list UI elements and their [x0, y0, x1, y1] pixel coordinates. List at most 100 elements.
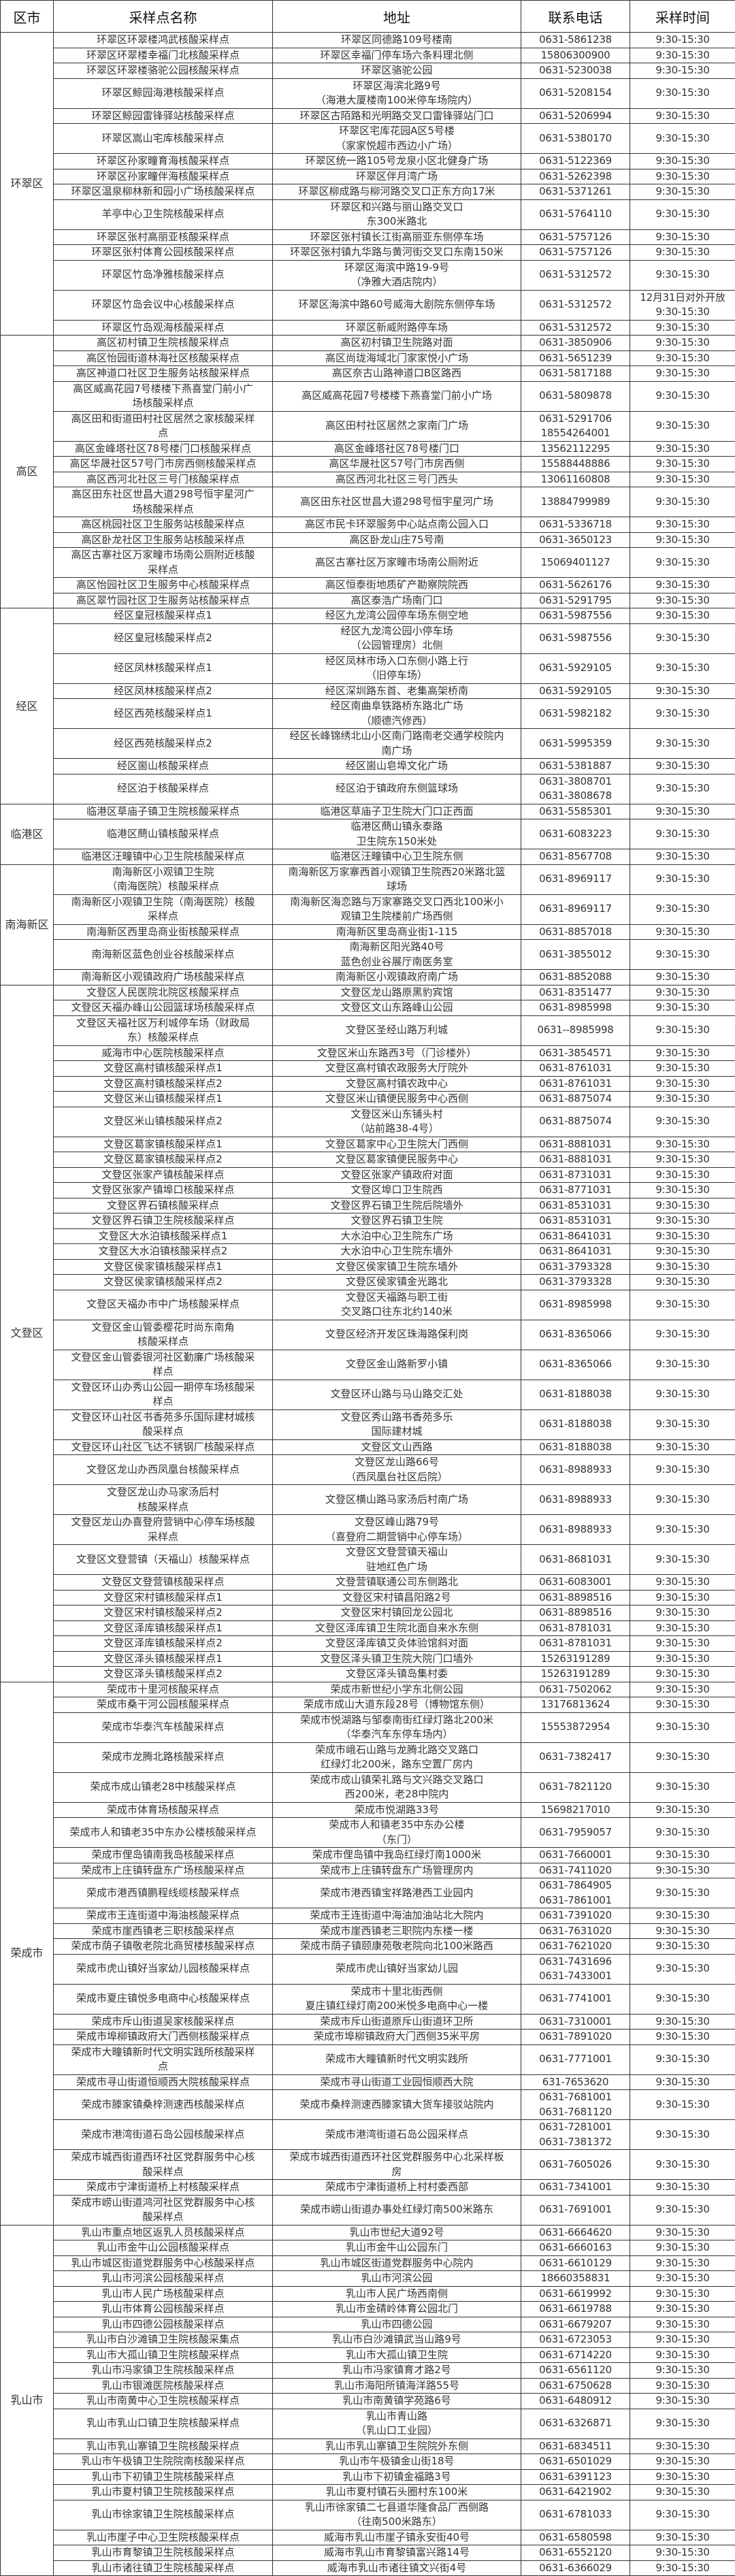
- sampling-time-cell: 9:30-15:30: [630, 2378, 735, 2394]
- phone-cell: 0631-3793328: [521, 1259, 630, 1275]
- address-cell: 文登区泽头镇岛集村委: [273, 1667, 521, 1682]
- phone-cell: 0631-6610129: [521, 2255, 630, 2271]
- table-row: 威海市中心医院核酸采样点文登区米山东路西3号（门诊楼外）0631-3854571…: [1, 1045, 735, 1061]
- header-address: 地址: [273, 1, 521, 33]
- phone-cell: 15806300900: [521, 48, 630, 63]
- site-name-cell: 文登区界石镇核酸采样点: [54, 1198, 273, 1213]
- sampling-time-cell: 9:30-15:30: [630, 2347, 735, 2363]
- site-name-cell: 荣成市成山镇老28中核酸采样点: [54, 1772, 273, 1802]
- phone-cell: 0631-8365066: [521, 1350, 630, 1380]
- site-name-cell: 文登区天福办峰山公园篮球场核酸采样点: [54, 1000, 273, 1016]
- phone-cell: 0631-3650123: [521, 532, 630, 548]
- address-cell: 荣成市崂山街道办事处红绿灯南500米路东: [273, 2195, 521, 2225]
- header-phone: 联系电话: [521, 1, 630, 33]
- site-name-cell: 高区田东社区世昌大道298号恒宇星河广 场核酸采样点: [54, 487, 273, 517]
- address-cell: 经区九龙湾公园停车场东侧空地: [273, 608, 521, 624]
- address-cell: 南海新区里岛商业街1-115: [273, 924, 521, 940]
- site-name-cell: 荣成市人和镇老35中东办公楼核酸采样点: [54, 1818, 273, 1848]
- address-cell: 文登区经济开发区珠海路保利岗: [273, 1320, 521, 1350]
- address-cell: 文登区米山东路西3号（门诊楼外）: [273, 1045, 521, 1061]
- phone-cell: 0631-5626176: [521, 578, 630, 593]
- sampling-time-cell: 9:30-15:30: [630, 457, 735, 472]
- sampling-time-cell: 9:30-15:30: [630, 108, 735, 124]
- site-name-cell: 高区威高花园7号楼楼下燕喜堂门前小广 场核酸采样点: [54, 381, 273, 411]
- address-cell: 环翠区宅库花园A区5号楼 （家家悦超市西边小广场）: [273, 124, 521, 154]
- address-cell: 环翠区张村镇长江街高丽亚东侧停车场: [273, 229, 521, 245]
- phone-cell: 0631-6834511: [521, 2439, 630, 2454]
- site-name-cell: 荣成市港湾街道石岛公园核酸采样点: [54, 2120, 273, 2150]
- phone-cell: 0631-8985998: [521, 1000, 630, 1016]
- address-cell: 环翠区张村镇九华路与黄河街交叉口东南150米: [273, 245, 521, 261]
- phone-cell: 0631-5809878: [521, 381, 630, 411]
- site-name-cell: 经区西苑核酸采样点2: [54, 729, 273, 759]
- phone-cell: 15263191289: [521, 1651, 630, 1667]
- header-sampling-time: 采样时间: [630, 1, 735, 33]
- address-cell: 大水泊中心卫生院东墙外: [273, 1244, 521, 1260]
- phone-cell: 0631-7411020: [521, 1863, 630, 1878]
- phone-cell: 0631--8985998: [521, 1015, 630, 1045]
- address-cell: 环翠区古陌路和光明路交叉口雷锋驿站门口: [273, 108, 521, 124]
- phone-cell: 0631-3854571: [521, 1045, 630, 1061]
- phone-cell: 15263191289: [521, 1667, 630, 1682]
- phone-cell: 0631-3850906: [521, 336, 630, 351]
- phone-cell: 15588448886: [521, 457, 630, 472]
- address-cell: 经区长峰锦绣北山小区南门路南老交通学校院内 南广场: [273, 729, 521, 759]
- address-cell: 文登区天福路与职工街 交叉路口往东北约140米: [273, 1290, 521, 1320]
- address-cell: 荣成市寻山街道工业园恒顺西大院: [273, 2074, 521, 2090]
- address-cell: 高区尚珑海域北门家家悦小广场: [273, 350, 521, 366]
- phone-cell: 0631-7959057: [521, 1818, 630, 1848]
- sampling-time-cell: 9:30-15:30: [630, 1380, 735, 1409]
- phone-cell: 0631-5861238: [521, 33, 630, 48]
- phone-cell: 0631-5122369: [521, 154, 630, 169]
- phone-cell: 0631-8567708: [521, 849, 630, 865]
- table-row: 乳山市乳山口镇卫生院核酸采样点乳山市青山路 （乳山口工业园）0631-63268…: [1, 2409, 735, 2439]
- table-row: 环翠区竹岛净雅核酸采样点环翠区海滨中路19-9号 （净雅大酒店院内）0631-5…: [1, 260, 735, 290]
- site-name-cell: 高区古寨社区万家疃市场南公厕附近核酸 采样点: [54, 548, 273, 578]
- address-cell: 文登区泽库镇卫生院北面自来水东侧: [273, 1620, 521, 1636]
- site-name-cell: 文登区葛家镇核酸采样点2: [54, 1152, 273, 1168]
- phone-cell: 0631-8531031: [521, 1198, 630, 1213]
- sampling-time-cell: 9:30-15:30: [630, 699, 735, 729]
- sampling-time-cell: 9:30-15:30: [630, 1244, 735, 1260]
- phone-cell: 0631-8857018: [521, 924, 630, 940]
- phone-cell: 0631-7771001: [521, 2044, 630, 2074]
- site-name-cell: 文登区泽库镇核酸采样点1: [54, 1620, 273, 1636]
- site-name-cell: 经区西苑核酸采样点1: [54, 699, 273, 729]
- site-name-cell: 临港区汪疃镇中心卫生院核酸采样点: [54, 849, 273, 865]
- sampling-time-cell: 9:30-15:30: [630, 366, 735, 382]
- address-cell: 文登区宋村镇回龙公园北: [273, 1605, 521, 1621]
- sampling-time-cell: 9:30-15:30: [630, 1742, 735, 1772]
- phone-cell: 0631-5764110: [521, 199, 630, 229]
- sampling-time-cell: 9:30-15:30: [630, 1802, 735, 1818]
- sampling-time-cell: 9:30-15:30: [630, 608, 735, 624]
- phone-cell: 0631-7431696 0631-7433001: [521, 1954, 630, 1984]
- address-cell: 经区泊于镇政府东侧篮球场: [273, 774, 521, 804]
- address-cell: 威海市乳山市崖子镇永安街40号: [273, 2530, 521, 2545]
- address-cell: 经区凤林市场入口东侧小路上行 （旧停车场）: [273, 653, 521, 683]
- sampling-time-cell: 9:30-15:30: [630, 1259, 735, 1275]
- site-name-cell: 文登区金山管委银河社区勤廉广场核酸采 样点: [54, 1350, 273, 1380]
- district-cell: 荣成市: [1, 1682, 54, 2225]
- site-name-cell: 乳山市乳山口镇卫生院核酸采样点: [54, 2409, 273, 2439]
- address-cell: 乳山市金牛山公园东门: [273, 2240, 521, 2256]
- site-name-cell: 荣成市滕家镇桑梓测速西核酸采样点: [54, 2090, 273, 2120]
